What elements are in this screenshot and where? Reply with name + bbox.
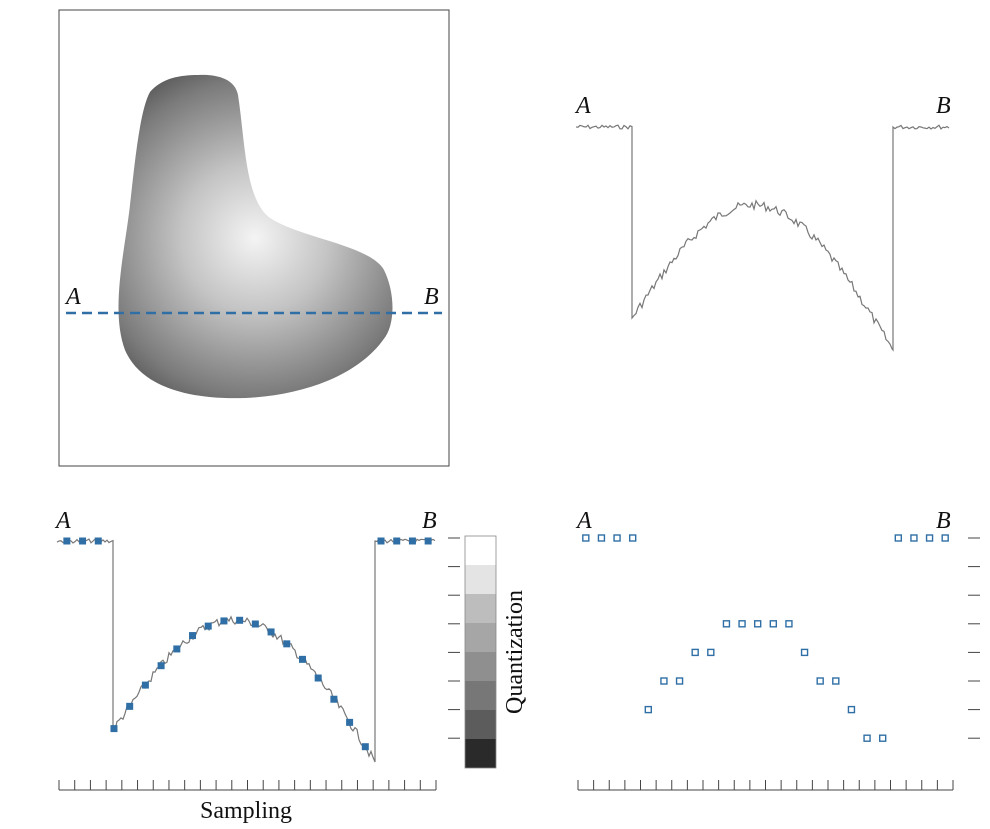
sample-point <box>408 537 416 545</box>
sample-point <box>220 617 228 625</box>
quantized-sample <box>847 705 856 714</box>
label-b: B <box>422 508 437 534</box>
sample-point <box>189 632 197 640</box>
sample-point <box>251 620 259 628</box>
sample-point <box>173 645 181 653</box>
sample-point <box>424 537 432 545</box>
sample-point <box>393 537 401 545</box>
sample-point <box>94 537 102 545</box>
sample-point <box>377 537 385 545</box>
quantized-sample <box>832 677 840 685</box>
quantization-ticks <box>968 537 980 739</box>
quantized-sample <box>691 648 699 657</box>
sample-point <box>283 640 291 648</box>
intensity-profile <box>575 124 950 352</box>
gray-level-swatch <box>465 710 496 739</box>
quantized-sample <box>769 620 778 628</box>
quantized-sample <box>816 677 824 685</box>
quantized-sample <box>910 534 918 542</box>
sample-points <box>63 537 432 751</box>
quantized-sample <box>863 734 871 742</box>
sample-point <box>298 655 306 663</box>
quantized-sample <box>613 534 621 542</box>
label-a: A <box>574 93 591 119</box>
label-b: B <box>936 93 951 119</box>
gray-level-swatch <box>465 652 496 681</box>
quantization-caption: Quantization <box>502 590 528 714</box>
sample-point <box>361 743 369 751</box>
quantized-sample <box>925 534 934 542</box>
quantized-sample <box>753 620 762 628</box>
sample-point <box>236 616 244 624</box>
quantized-sample <box>894 534 903 542</box>
quantized-sample <box>941 534 949 542</box>
sample-point <box>267 628 275 636</box>
panel-quantized: A B <box>575 508 980 791</box>
quantized-samples <box>582 534 949 742</box>
label-a: A <box>64 284 81 310</box>
sample-point <box>141 681 149 689</box>
gray-level-swatch <box>465 594 496 623</box>
quantized-sample <box>738 620 746 628</box>
sample-point <box>110 725 118 733</box>
sample-point <box>330 695 338 703</box>
gray-level-swatch <box>465 623 496 652</box>
sampling-axis <box>577 780 954 791</box>
quantized-sample <box>582 534 590 542</box>
quantized-sample <box>597 534 606 542</box>
quantized-sample <box>660 677 668 685</box>
gray-level-swatch <box>465 739 496 768</box>
label-b: B <box>936 508 951 534</box>
quantized-sample <box>675 677 684 685</box>
quantized-sample <box>785 620 793 628</box>
label-a: A <box>575 508 592 534</box>
sample-point <box>63 537 71 545</box>
quantized-sample <box>644 705 653 714</box>
label-b: B <box>424 284 439 310</box>
sample-point <box>126 702 134 710</box>
panel-image: A B <box>58 9 450 467</box>
label-a: A <box>54 508 71 534</box>
sample-point <box>157 662 165 670</box>
intensity-profile <box>56 538 436 763</box>
quantized-sample <box>878 734 887 742</box>
quantized-sample <box>800 648 809 657</box>
sampling-axis <box>58 780 437 791</box>
quantized-sample <box>722 620 731 628</box>
sampling-caption: Sampling <box>200 798 292 824</box>
object-blob <box>118 74 393 399</box>
sample-point <box>346 718 354 726</box>
sample-point <box>79 537 87 545</box>
sample-point <box>314 674 322 682</box>
panel-profile: A B <box>574 93 951 352</box>
quantization-ticks <box>448 537 460 739</box>
quantized-sample <box>628 534 637 542</box>
sample-point <box>204 622 212 630</box>
panel-sampling: A B Sampling Quantization <box>54 508 528 824</box>
gray-level-swatch <box>465 565 496 594</box>
gray-level-swatch <box>465 681 496 710</box>
quantization-gray-scale <box>464 535 497 769</box>
gray-level-swatch <box>465 536 496 565</box>
quantized-sample <box>707 648 715 657</box>
